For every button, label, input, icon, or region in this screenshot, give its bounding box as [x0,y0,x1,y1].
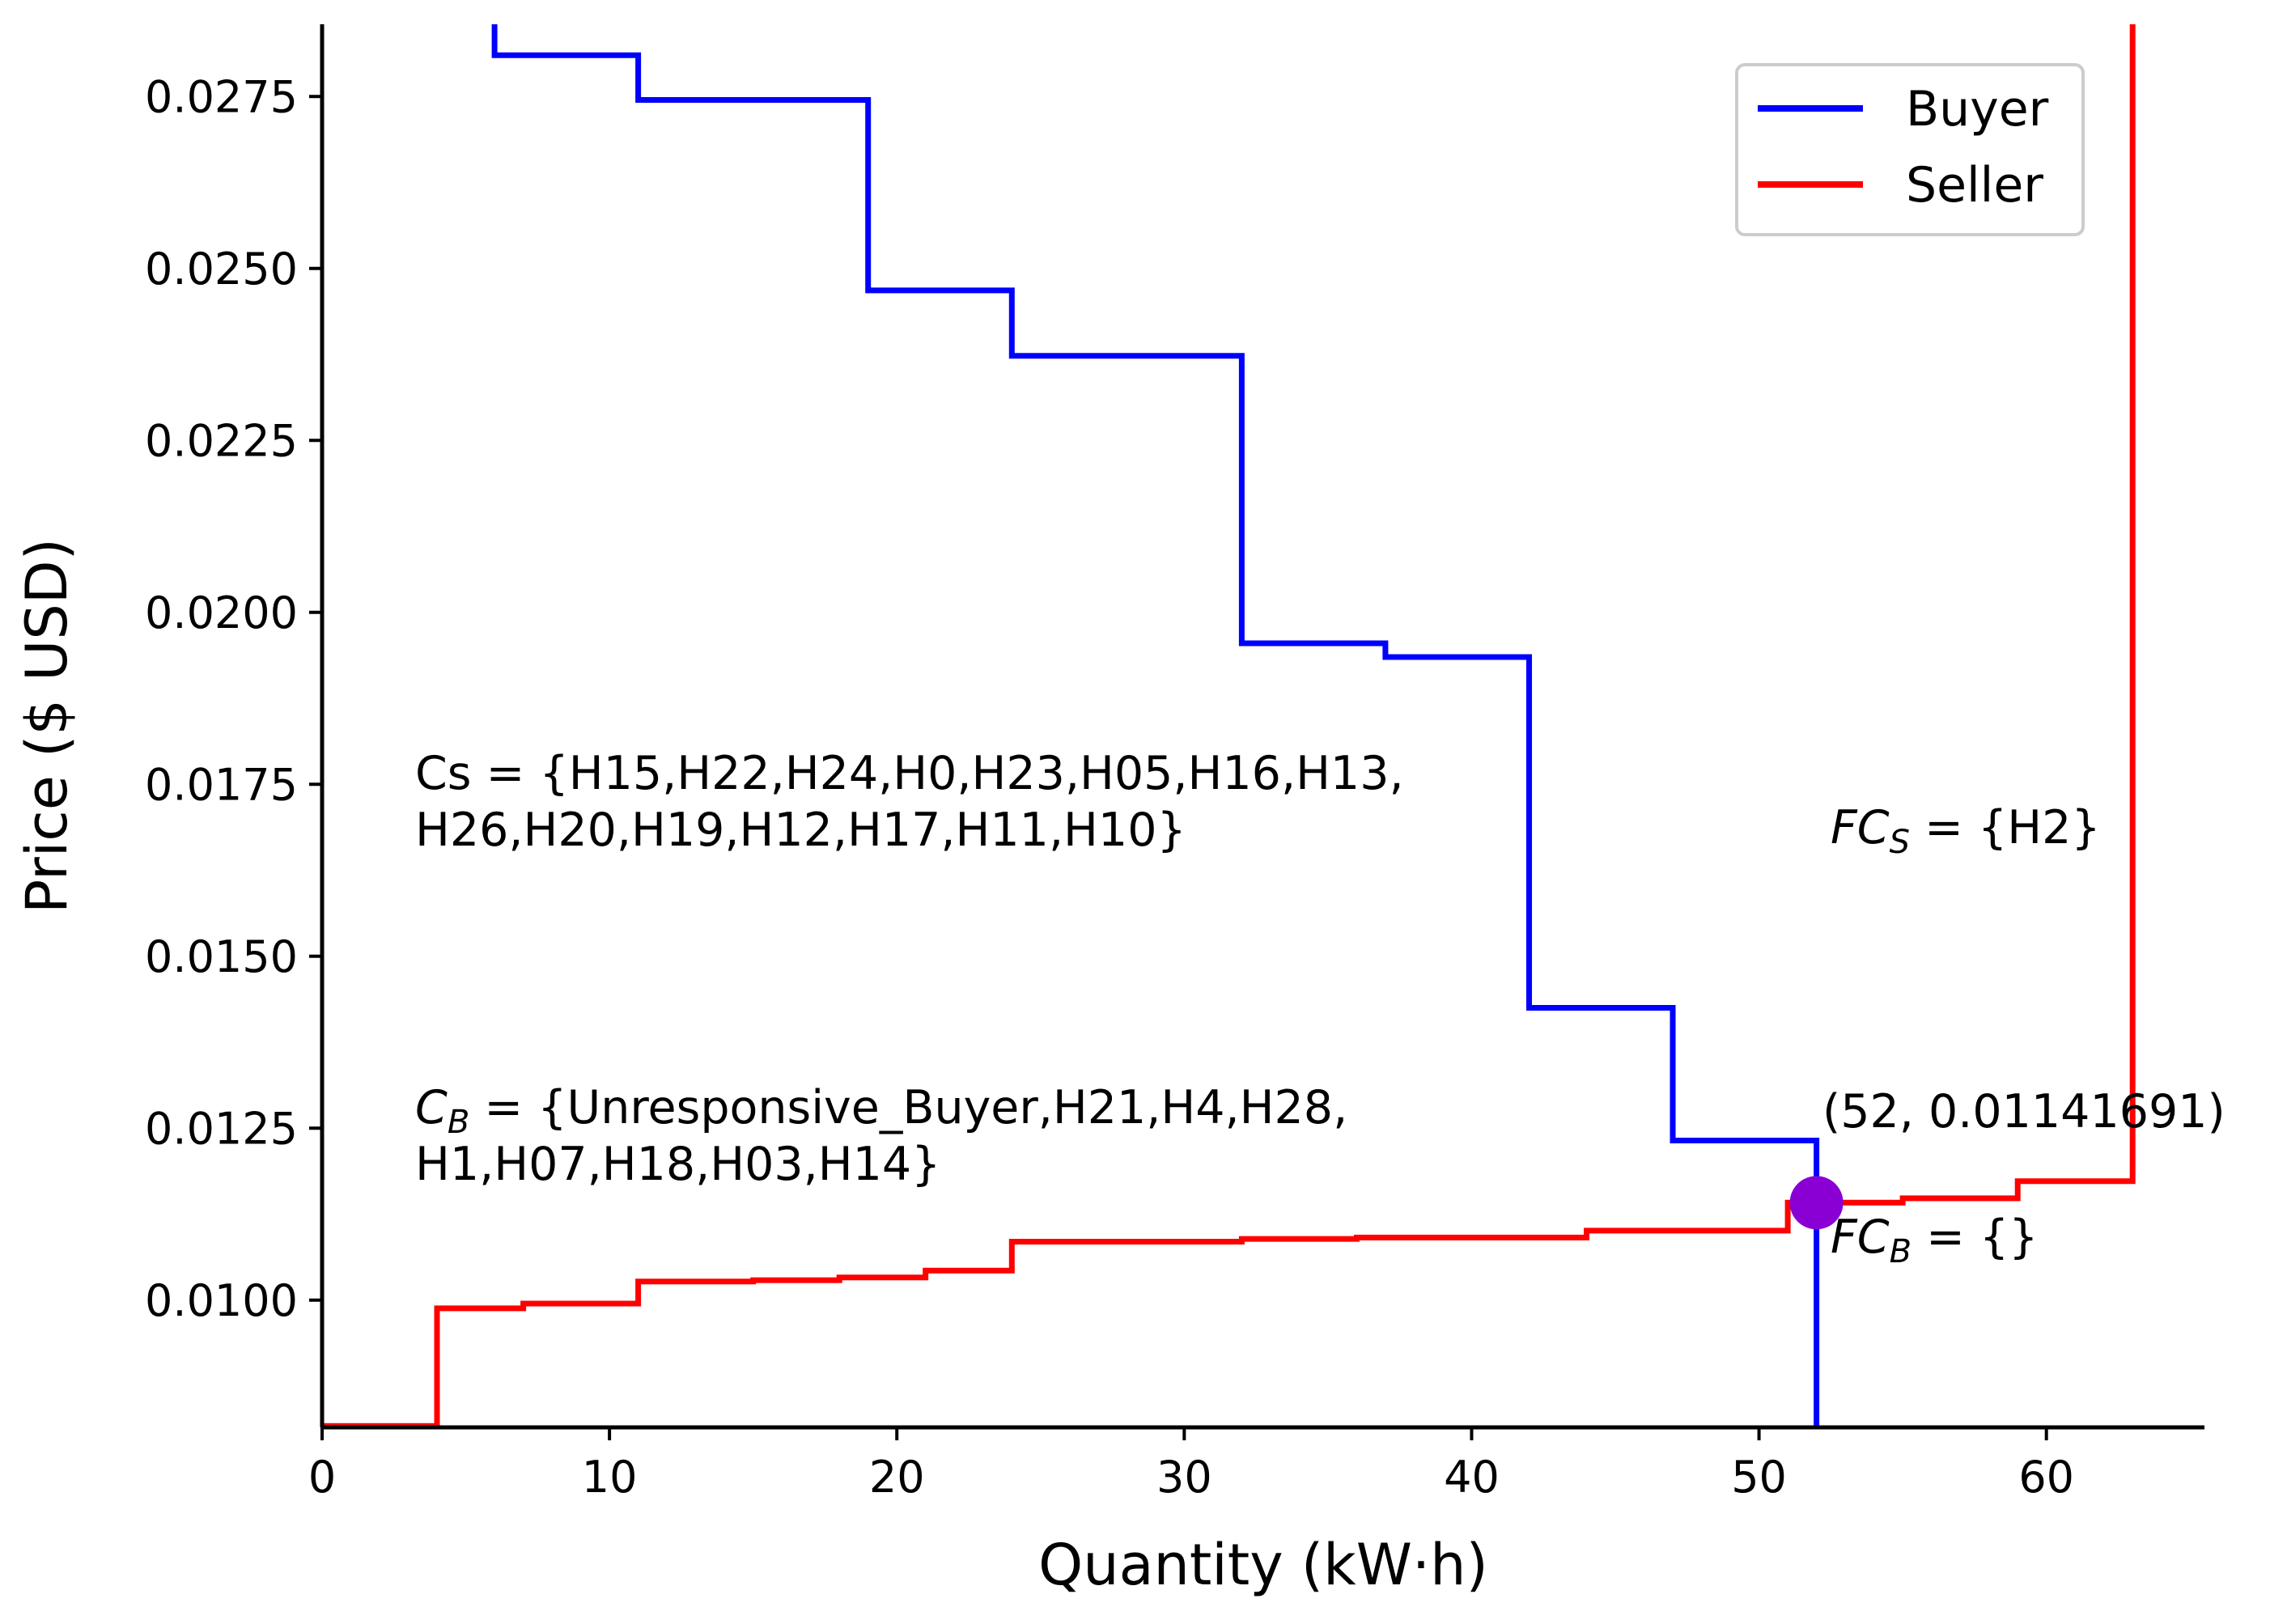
fcs-set: FCS = {H2} [1831,801,2101,861]
equilibrium-label: (52, 0.01141691) [1822,1085,2225,1138]
series-seller-line [322,24,2136,1429]
y-tick-label: 0.0125 [145,1103,298,1154]
y-tick-label: 0.0100 [145,1275,298,1326]
x-tick-label: 10 [582,1452,638,1503]
x-tick-label: 0 [308,1452,336,1503]
legend-label-seller: Seller [1906,157,2043,214]
cs-set-line-2: H26,H20,H19,H12,H17,H11,H10} [415,804,1186,857]
ticks-layer: 0 10 20 30 40 50 60 0.0100 0.0125 0.0150 0.0175 0.0… [145,71,2074,1503]
equilibrium-point [1789,1176,1844,1230]
x-tick-label: 30 [1156,1452,1212,1503]
y-tick-label: 0.0200 [145,587,298,638]
x-tick-label: 40 [1444,1452,1500,1503]
legend: Buyer Seller [1735,63,2085,236]
legend-label-buyer: Buyer [1906,81,2049,138]
x-tick-label: 60 [2018,1452,2074,1503]
y-tick-label: 0.0275 [145,71,298,122]
y-tick-label: 0.0175 [145,759,298,810]
series-layer [322,24,2136,1429]
x-axis-label: Quantity (kW·h) [1038,1532,1488,1598]
cs-set-line-1: Cs = {H15,H22,H24,H0,H23,H05,H16,H13, [415,747,1404,800]
y-tick-label: 0.0225 [145,415,298,466]
cb-set-line-2: H1,H07,H18,H03,H14} [415,1138,940,1191]
cb-set-line-1: CB = {Unresponsive_Buyer,H21,H4,H28, [415,1081,1347,1141]
fcb-set: FCB = {} [1831,1211,2039,1270]
y-tick-label: 0.0250 [145,244,298,295]
y-axis-label: Price ($ USD) [14,538,80,914]
y-tick-label: 0.0150 [145,931,298,982]
x-tick-label: 20 [869,1452,925,1503]
series-buyer-line [491,24,1820,1427]
x-tick-label: 50 [1731,1452,1787,1503]
